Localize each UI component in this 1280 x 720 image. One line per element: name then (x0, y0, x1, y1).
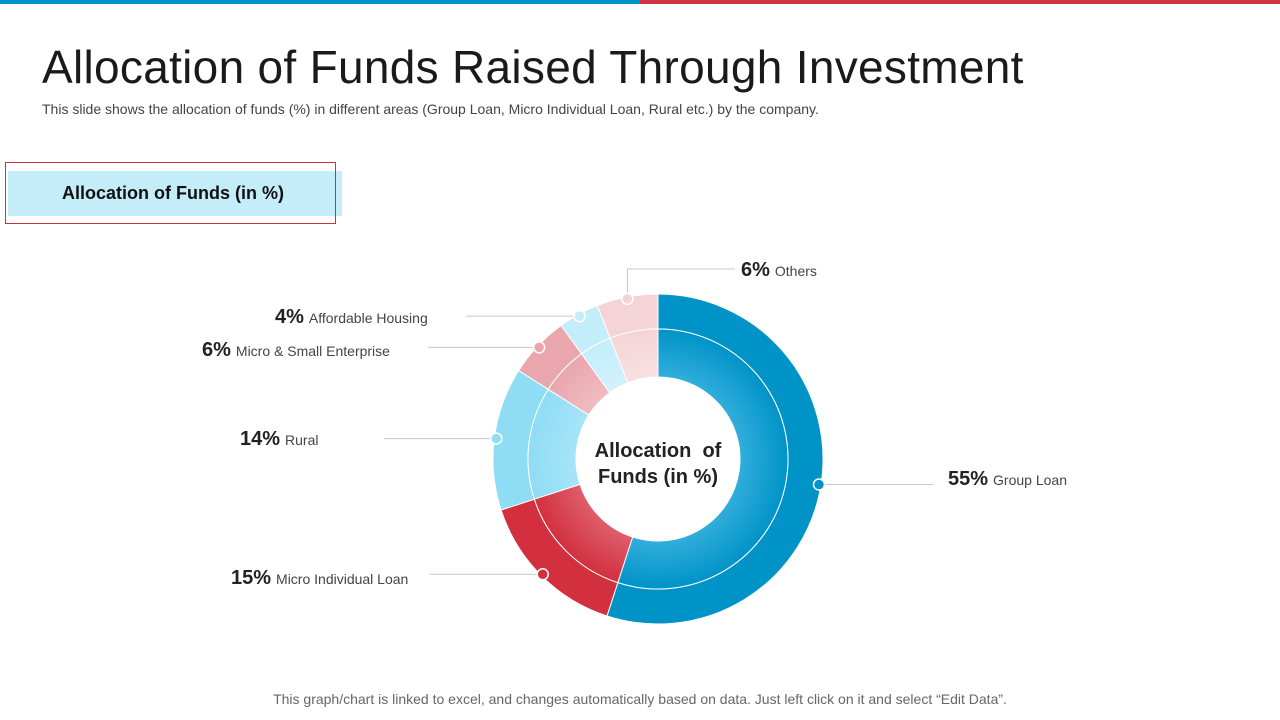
donut-center-label-line-1: Allocation of (595, 440, 722, 462)
callout-dot-micro-small-enterprise (532, 341, 546, 354)
page-subtitle: This slide shows the allocation of funds… (42, 101, 819, 117)
callout-text-others: 6% Others (741, 259, 817, 281)
donut-center-label-line-2: Funds (in %) (598, 466, 718, 488)
callout-dot-rural (490, 432, 503, 445)
section-header-frame (5, 162, 336, 224)
page-title: Allocation of Funds Raised Through Inves… (42, 41, 1024, 93)
callout-label-group-loan: Group Loan (993, 472, 1067, 488)
callout-label-affordable-housing: Affordable Housing (309, 310, 428, 326)
section-header-label: Allocation of Funds (in %) (62, 183, 284, 203)
callout-micro-small-enterprise: 6% Micro & Small Enterprise (202, 339, 546, 361)
callout-text-rural: 14% Rural (240, 428, 319, 450)
callout-label-micro-individual-loan: Micro Individual Loan (276, 571, 408, 587)
callout-label-rural: Rural (285, 432, 318, 448)
footer-note: This graph/chart is linked to excel, and… (273, 691, 1007, 707)
top-accent-bar-blue (0, 0, 640, 4)
top-accent-bar (0, 0, 1280, 4)
callout-text-affordable-housing: 4% Affordable Housing (275, 306, 428, 328)
callout-text-group-loan: 55% Group Loan (948, 468, 1067, 490)
callout-percent-rural: 14% (240, 428, 280, 450)
callout-percent-others: 6% (741, 259, 770, 281)
donut-hole (576, 377, 740, 541)
callout-label-micro-small-enterprise: Micro & Small Enterprise (236, 343, 390, 359)
callout-percent-micro-individual-loan: 15% (231, 567, 271, 589)
callout-group-loan: 55% Group Loan (812, 468, 1067, 491)
callout-micro-individual-loan: 15% Micro Individual Loan (231, 567, 549, 589)
callout-dot-others (621, 292, 634, 306)
callout-percent-affordable-housing: 4% (275, 306, 304, 328)
donut-outer-ring (492, 293, 824, 625)
top-accent-bar-red (640, 0, 1280, 4)
section-header-fill (8, 171, 342, 216)
callout-text-micro-individual-loan: 15% Micro Individual Loan (231, 567, 408, 589)
callouts: 55% Group Loan 15% Micro Individual Loan 14%… (202, 259, 1067, 589)
callout-rural: 14% Rural (240, 428, 503, 450)
callout-percent-micro-small-enterprise: 6% (202, 339, 231, 361)
callout-dot-group-loan (812, 478, 826, 491)
callout-label-others: Others (775, 263, 817, 279)
callout-percent-group-loan: 55% (948, 468, 988, 490)
callout-dot-micro-individual-loan (536, 568, 549, 581)
callout-affordable-housing: 4% Affordable Housing (275, 306, 586, 328)
callout-text-micro-small-enterprise: 6% Micro & Small Enterprise (202, 339, 390, 361)
donut-inner-ring (527, 328, 789, 590)
callout-others: 6% Others (621, 259, 817, 306)
callout-line-others (626, 268, 735, 299)
callout-dot-affordable-housing (573, 309, 586, 323)
